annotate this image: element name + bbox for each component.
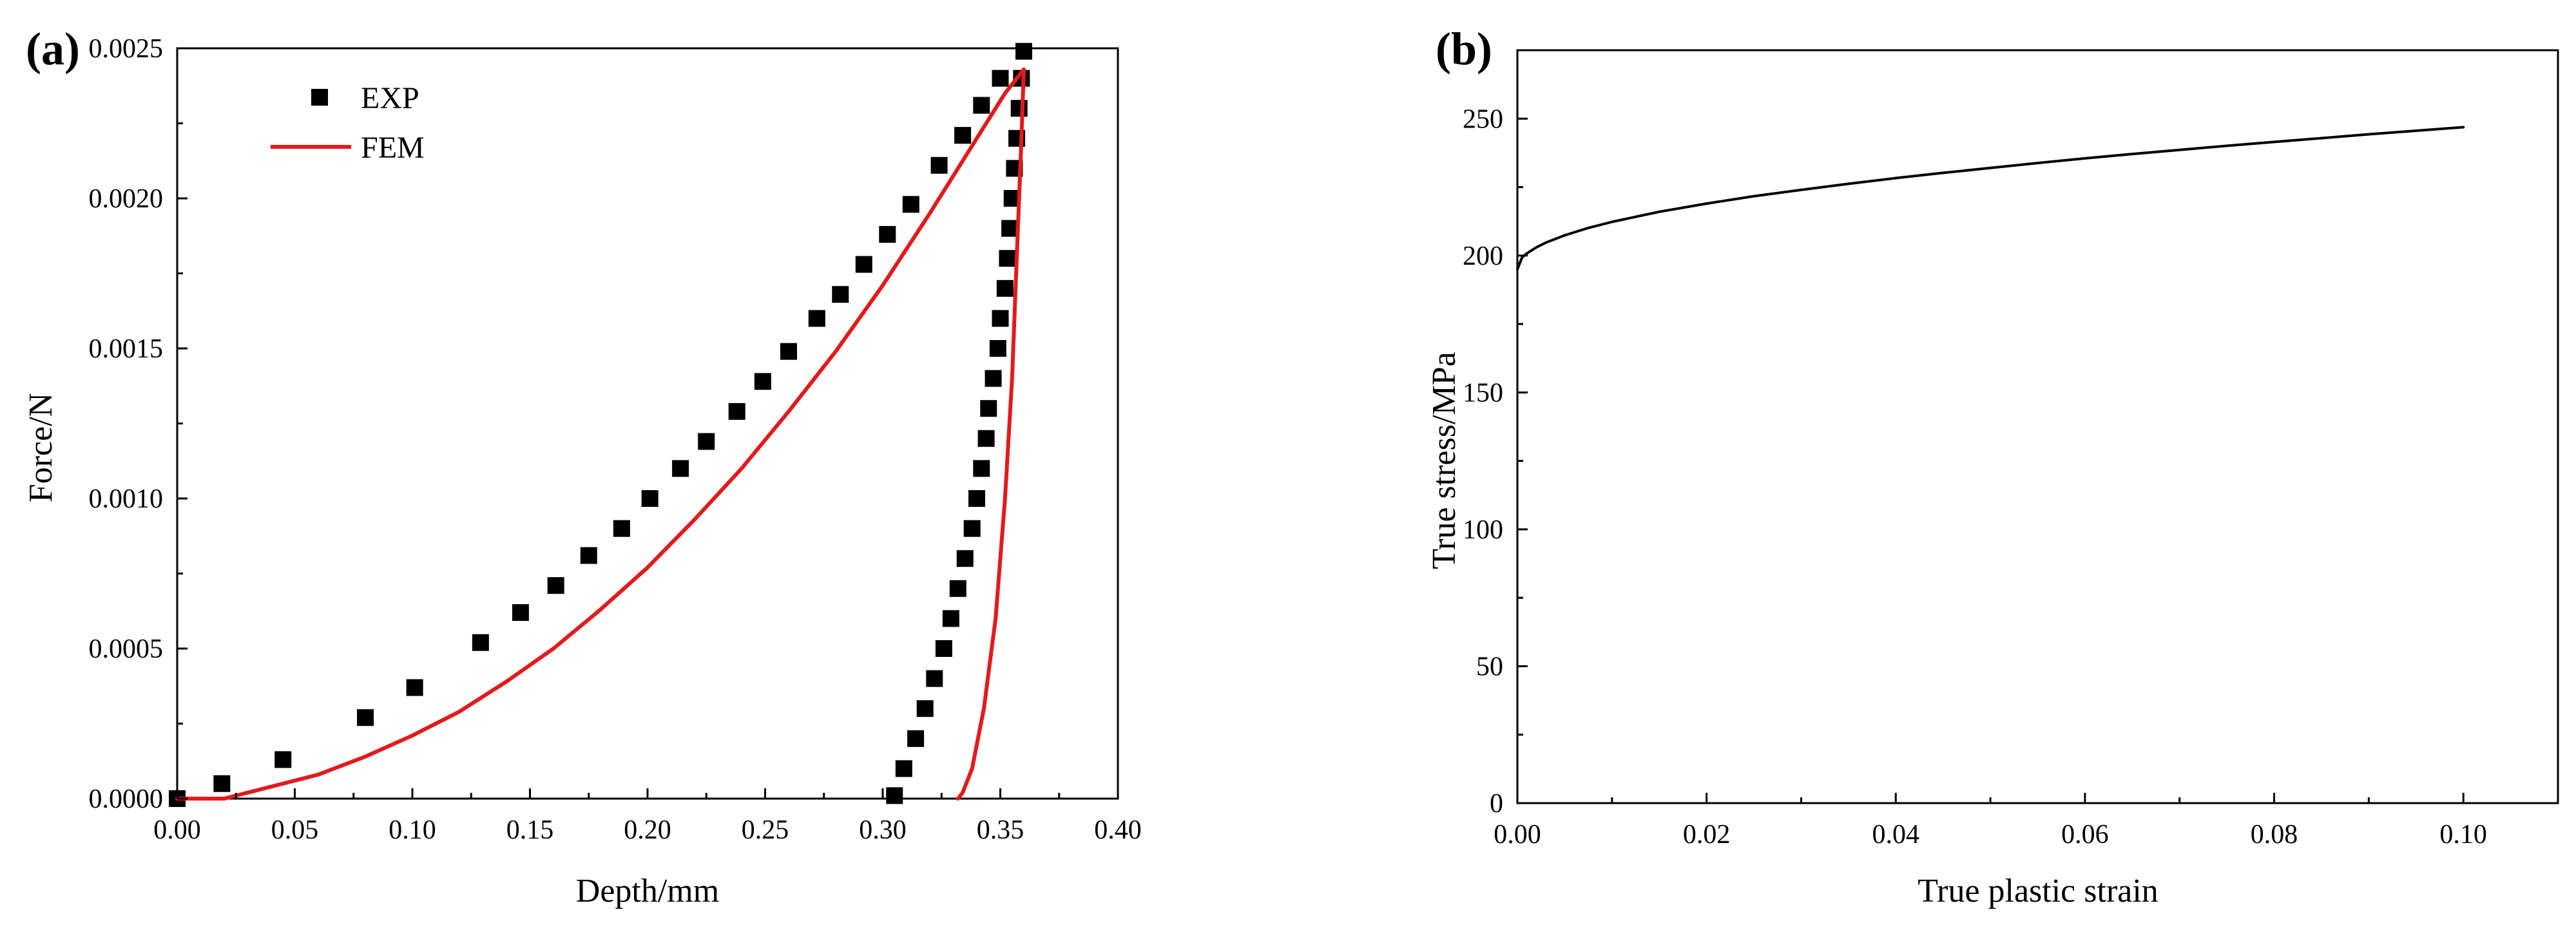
- panel-a-exp-point: [942, 610, 959, 627]
- panel-b-y-tick-label: 150: [1463, 378, 1503, 408]
- panel-a-exp-point: [992, 310, 1009, 327]
- panel-a-y-tick-label: 0.0010: [89, 484, 164, 514]
- panel-a-exp-point: [989, 340, 1006, 357]
- panel-a-exp-point: [980, 400, 997, 417]
- panel-a-legend: EXP FEM: [271, 81, 425, 165]
- panel-a-y-axis-title: Force/N: [23, 393, 59, 502]
- panel-a-exp-point: [949, 580, 966, 597]
- panel-b-y-tick-label: 250: [1463, 104, 1503, 134]
- panel-b-y-tick-label: 0: [1490, 789, 1503, 819]
- panel-b-y-tick-label: 50: [1476, 652, 1503, 681]
- panel-b-plot-area: [1516, 49, 2559, 804]
- panel-b-frame: [1516, 49, 2559, 804]
- panel-a-plot-area: [169, 43, 1119, 807]
- panel-a-exp-point: [916, 700, 934, 717]
- panel-a-exp-point: [907, 730, 925, 747]
- panel-a-exp-point: [935, 640, 952, 657]
- panel-a-exp-point: [977, 430, 995, 447]
- legend-exp-label: EXP: [361, 81, 419, 115]
- panel-a-exp-point: [613, 520, 630, 537]
- panel-a-exp-point: [855, 256, 872, 273]
- panel-a-chart: (a) 0.00 0.05 0.10 0.15 0.20 0.25 0.30 0.35 0.40…: [23, 23, 1142, 909]
- panel-a-exp-point: [213, 775, 231, 792]
- panel-a-exp-point: [1010, 100, 1028, 117]
- panel-a-x-tick-label: 0.35: [977, 815, 1024, 845]
- panel-b-y-axis-title: True stress/MPa: [1426, 352, 1463, 569]
- panel-b-x-axis-title: True plastic strain: [1918, 873, 2158, 909]
- panel-a-exp-point: [1001, 220, 1019, 237]
- panel-a-series-line-1: [175, 67, 1026, 801]
- panel-a-exp-point: [512, 604, 529, 622]
- panel-a-exp-point: [930, 157, 948, 174]
- panel-a-y-tick-label: 0.0025: [89, 34, 164, 64]
- panel-a-exp-point: [472, 634, 489, 651]
- panel-a-ticks: 0.00 0.05 0.10 0.15 0.20 0.25 0.30 0.35 0.40 0.00…: [89, 34, 1142, 845]
- panel-a-exp-point: [968, 490, 985, 507]
- legend-exp-marker: [311, 89, 328, 106]
- panel-a-exp-point: [672, 460, 689, 477]
- panel-a-exp-point: [956, 550, 974, 567]
- panel-a-exp-point: [996, 280, 1014, 297]
- panel-a-exp-point: [547, 577, 564, 594]
- panel-a-x-tick-label: 0.30: [859, 815, 907, 845]
- panel-a-exp-point: [926, 670, 943, 687]
- panel-a-x-tick-label: 0.25: [742, 815, 789, 845]
- panel-a-exp-point: [580, 547, 597, 564]
- panel-a-exp-point: [886, 787, 903, 804]
- panel-a-x-tick-label: 0.15: [506, 815, 554, 845]
- panel-a-x-axis-title: Depth/mm: [576, 873, 719, 909]
- panel-b-x-tick-label: 0.02: [1683, 820, 1731, 849]
- panel-b-x-tick-label: 0.00: [1494, 820, 1541, 849]
- panel-a-y-tick-label: 0.0020: [89, 184, 164, 214]
- panel-a-y-tick-label: 0.0005: [89, 634, 164, 664]
- panel-b-label: (b): [1436, 23, 1492, 75]
- panel-b-x-tick-label: 0.06: [2061, 820, 2109, 849]
- panel-a-exp-point: [985, 370, 1002, 387]
- panel-a-y-tick-label: 0.0000: [89, 784, 164, 814]
- panel-a-exp-point: [406, 679, 423, 696]
- panel-a-exp-point: [895, 760, 912, 777]
- panel-a-exp-point: [992, 70, 1009, 87]
- panel-a-exp-point: [728, 403, 745, 420]
- panel-a-exp-point: [274, 751, 292, 768]
- panel-b-x-tick-label: 0.10: [2439, 820, 2487, 849]
- panel-a-x-tick-label: 0.10: [389, 815, 436, 845]
- panel-a-exp-point: [999, 250, 1016, 267]
- panel-a-exp-point: [879, 225, 896, 243]
- panel-a-exp-point: [641, 490, 658, 507]
- panel-a-exp-point: [754, 373, 771, 390]
- panel-a-exp-point: [808, 310, 825, 327]
- panel-a-x-tick-label: 0.00: [153, 815, 201, 845]
- panel-a-exp-point: [973, 97, 990, 114]
- panel-a-label: (a): [26, 23, 80, 75]
- panel-a-exp-point: [832, 286, 849, 303]
- panel-a-exp-point: [698, 433, 715, 450]
- panel-a-x-tick-label: 0.40: [1094, 815, 1142, 845]
- panel-b-x-tick-label: 0.08: [2251, 820, 2298, 849]
- panel-b-x-tick-label: 0.04: [1872, 820, 1920, 849]
- panel-b-y-tick-label: 100: [1463, 515, 1503, 545]
- panel-a-exp-point: [1015, 43, 1032, 60]
- panel-a-exp-point: [963, 520, 981, 537]
- panel-a-x-tick-label: 0.05: [271, 815, 319, 845]
- panel-b-series-line-0: [1516, 126, 2465, 271]
- panel-b-y-tick-label: 200: [1463, 242, 1503, 271]
- panel-a-exp-point: [973, 460, 990, 477]
- legend-fem-label: FEM: [361, 131, 425, 165]
- panel-b-ticks: 0.00 0.02 0.04 0.06 0.08 0.10 0 50 100 150 200 250: [1463, 104, 2487, 849]
- panel-a-exp-point: [954, 127, 972, 144]
- panel-a-exp-point: [780, 343, 797, 360]
- panel-a-y-tick-label: 0.0015: [89, 334, 164, 364]
- panel-a-exp-point: [357, 709, 374, 726]
- panel-a-exp-point: [902, 196, 919, 213]
- panel-b-chart: (b) 0.00 0.02 0.04 0.06 0.08 0.10 0 50 100 150 200…: [1426, 23, 2559, 909]
- panel-a-x-tick-label: 0.20: [624, 815, 671, 845]
